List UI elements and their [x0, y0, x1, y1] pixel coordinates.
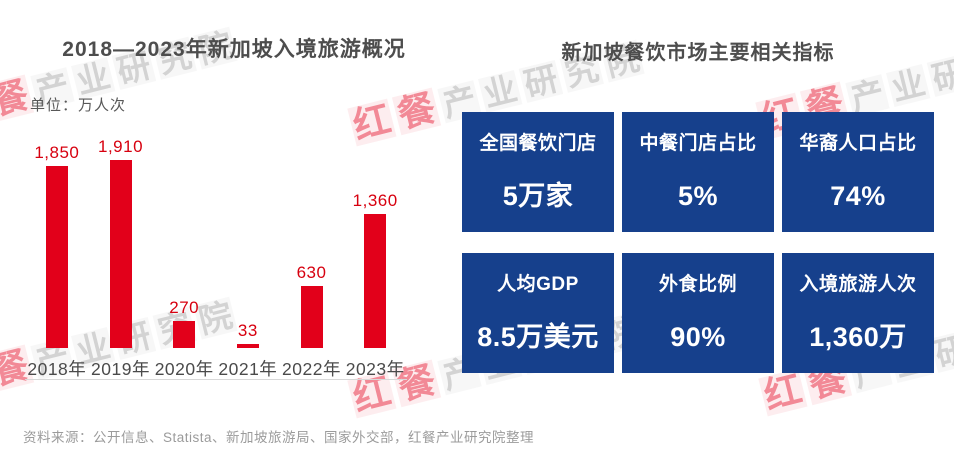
- indicator-card-label: 华裔人口占比: [799, 133, 917, 154]
- x-tick-label: 2023年: [345, 359, 405, 379]
- bar: [173, 321, 196, 348]
- indicator-card-label: 外食比例: [658, 274, 737, 295]
- bar-group-2023年: 1,360 2023年: [343, 118, 407, 379]
- x-tick-label: 2021年: [218, 359, 278, 379]
- bar: [300, 286, 323, 348]
- bar-group-2018年: 1,850 2018年: [25, 118, 89, 379]
- bar-value-label: 630: [296, 263, 327, 282]
- bar: [109, 160, 132, 348]
- x-axis-baseline: [25, 378, 407, 380]
- bar-group-2021年: 33 2021年: [216, 118, 280, 379]
- x-tick-label: 2022年: [282, 359, 341, 379]
- indicator-card-value: 1,360万: [809, 322, 907, 352]
- bar-chart: 1,850 2018年 1,910 2019年 270 2020年 33 2021年 630 20…: [25, 118, 407, 380]
- bar: [45, 166, 68, 348]
- x-tick-label: 2020年: [154, 359, 214, 379]
- chart-unit-label: 单位：万人次: [30, 97, 127, 114]
- indicator-card: 人均GDP 8.5万美元: [462, 253, 614, 373]
- source-note: 资料来源：公开信息、Statista、新加坡旅游局、国家外交部，红餐产业研究院整…: [23, 430, 535, 445]
- x-tick-label: 2019年: [91, 359, 150, 379]
- indicator-card-label: 中餐门店占比: [639, 133, 757, 154]
- indicator-card-label: 全国餐饮门店: [479, 133, 597, 154]
- indicator-card: 中餐门店占比 5%: [622, 112, 774, 232]
- bar-group-2022年: 630 2022年: [280, 118, 344, 379]
- bar: [236, 344, 259, 348]
- indicator-card: 全国餐饮门店 5万家: [462, 112, 614, 232]
- bar-value-label: 270: [169, 298, 200, 317]
- bar-group-2019年: 1,910 2019年: [89, 118, 153, 379]
- indicator-card: 外食比例 90%: [622, 253, 774, 373]
- bar-value-label: 1,850: [34, 143, 80, 162]
- indicator-card-value: 5%: [677, 181, 719, 211]
- bar: [364, 214, 387, 348]
- bar-chart-columns: 1,850 2018年 1,910 2019年 270 2020年 33 2021年 630 20…: [25, 118, 407, 379]
- indicator-card-label: 人均GDP: [497, 274, 579, 295]
- indicator-card-value: 5万家: [502, 181, 574, 211]
- indicator-card-value: 8.5万美元: [477, 322, 599, 352]
- indicator-card-value: 90%: [670, 322, 726, 352]
- left-chart-title: 2018—2023年新加坡入境旅游概况: [62, 38, 406, 61]
- indicator-card: 入境旅游人次 1,360万: [782, 253, 934, 373]
- bar-value-label: 1,360: [352, 191, 398, 210]
- indicator-card-value: 74%: [830, 181, 886, 211]
- indicator-card: 华裔人口占比 74%: [782, 112, 934, 232]
- bar-value-label: 1,910: [97, 137, 144, 156]
- right-panel-title: 新加坡餐饮市场主要相关指标: [561, 42, 835, 64]
- indicator-cards-grid: 全国餐饮门店 5万家 中餐门店占比 5% 华裔人口占比 74% 人均GDP 8.5万美元 外食比…: [462, 112, 934, 373]
- bar-value-label: 33: [237, 321, 258, 340]
- bar-group-2020年: 270 2020年: [152, 118, 216, 379]
- x-tick-label: 2018年: [27, 359, 87, 379]
- indicator-card-label: 入境旅游人次: [799, 274, 917, 295]
